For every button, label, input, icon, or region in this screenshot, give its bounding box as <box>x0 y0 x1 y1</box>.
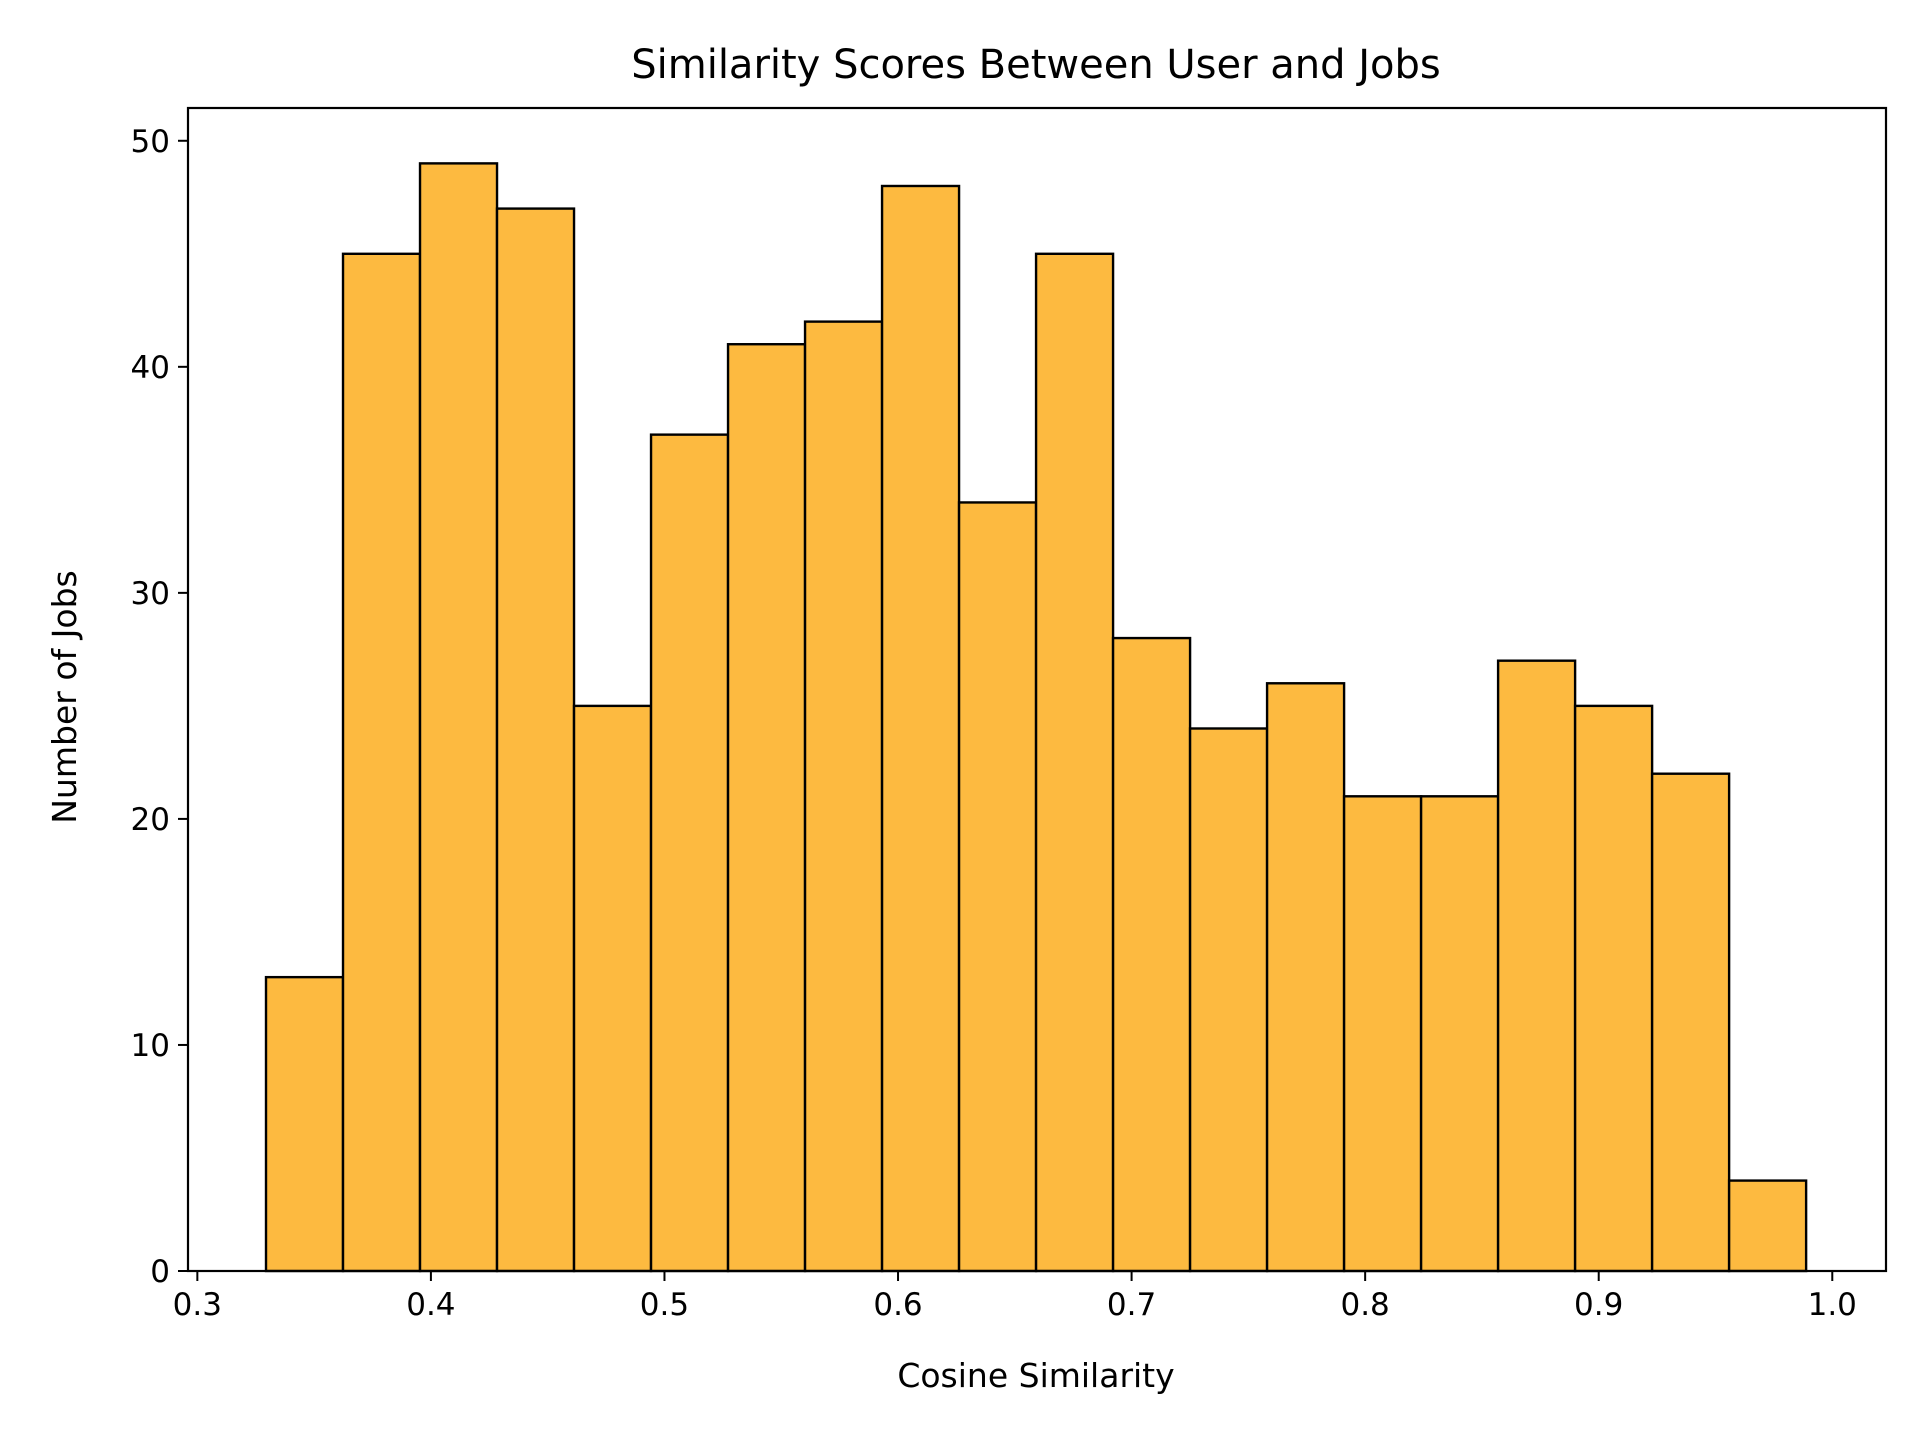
histogram-bar-20 <box>1727 1179 1808 1273</box>
histogram-bar-4 <box>495 207 576 1273</box>
x-tick-label: 0.6 <box>873 1287 922 1323</box>
histogram-bar-19 <box>1650 772 1731 1273</box>
histogram-bar-13 <box>1188 727 1269 1273</box>
histogram-bar-11 <box>1034 252 1115 1273</box>
histogram-bar-9 <box>880 184 961 1273</box>
histogram-bar-7 <box>726 343 807 1273</box>
x-tick-label: 0.4 <box>406 1287 455 1323</box>
x-tick-label: 0.9 <box>1574 1287 1623 1323</box>
histogram-bar-1 <box>264 975 345 1273</box>
x-axis-label: Cosine Similarity <box>897 1356 1174 1395</box>
y-axis-ticks: 0 10 20 30 40 50 <box>131 124 188 1290</box>
histogram-bar-6 <box>649 433 730 1273</box>
chart-title: Similarity Scores Between User and Jobs <box>631 42 1441 88</box>
x-tick-label: 1.0 <box>1808 1287 1857 1323</box>
histogram-bar-14 <box>1265 682 1346 1273</box>
histogram-bar-10 <box>957 501 1038 1273</box>
histogram-bar-2 <box>341 252 422 1273</box>
histogram-bar-17 <box>1496 659 1577 1273</box>
x-tick-label: 0.7 <box>1107 1287 1156 1323</box>
y-tick-label: 30 <box>131 576 170 612</box>
histogram-bar-15 <box>1342 795 1423 1273</box>
y-axis-label: Number of Jobs <box>45 570 84 823</box>
x-tick-label: 0.5 <box>640 1287 689 1323</box>
x-axis-ticks: 0.3 0.4 0.5 0.6 0.7 0.8 0.9 1.0 <box>173 1271 1857 1323</box>
histogram-bars <box>264 162 1808 1273</box>
y-tick-label: 0 <box>150 1254 170 1290</box>
y-tick-label: 40 <box>131 350 170 386</box>
y-tick-label: 50 <box>131 124 170 160</box>
x-tick-label: 0.8 <box>1340 1287 1389 1323</box>
y-tick-label: 20 <box>131 802 170 838</box>
histogram-bar-18 <box>1573 704 1654 1273</box>
histogram-bar-3 <box>418 162 499 1273</box>
histogram-bar-8 <box>803 320 884 1273</box>
plot-area-frame <box>186 106 1888 1273</box>
histogram-bar-16 <box>1419 795 1500 1273</box>
histogram-bar-5 <box>572 704 653 1273</box>
histogram-bar-12 <box>1111 636 1192 1273</box>
y-tick-label: 10 <box>131 1028 170 1064</box>
x-tick-label: 0.3 <box>173 1287 222 1323</box>
